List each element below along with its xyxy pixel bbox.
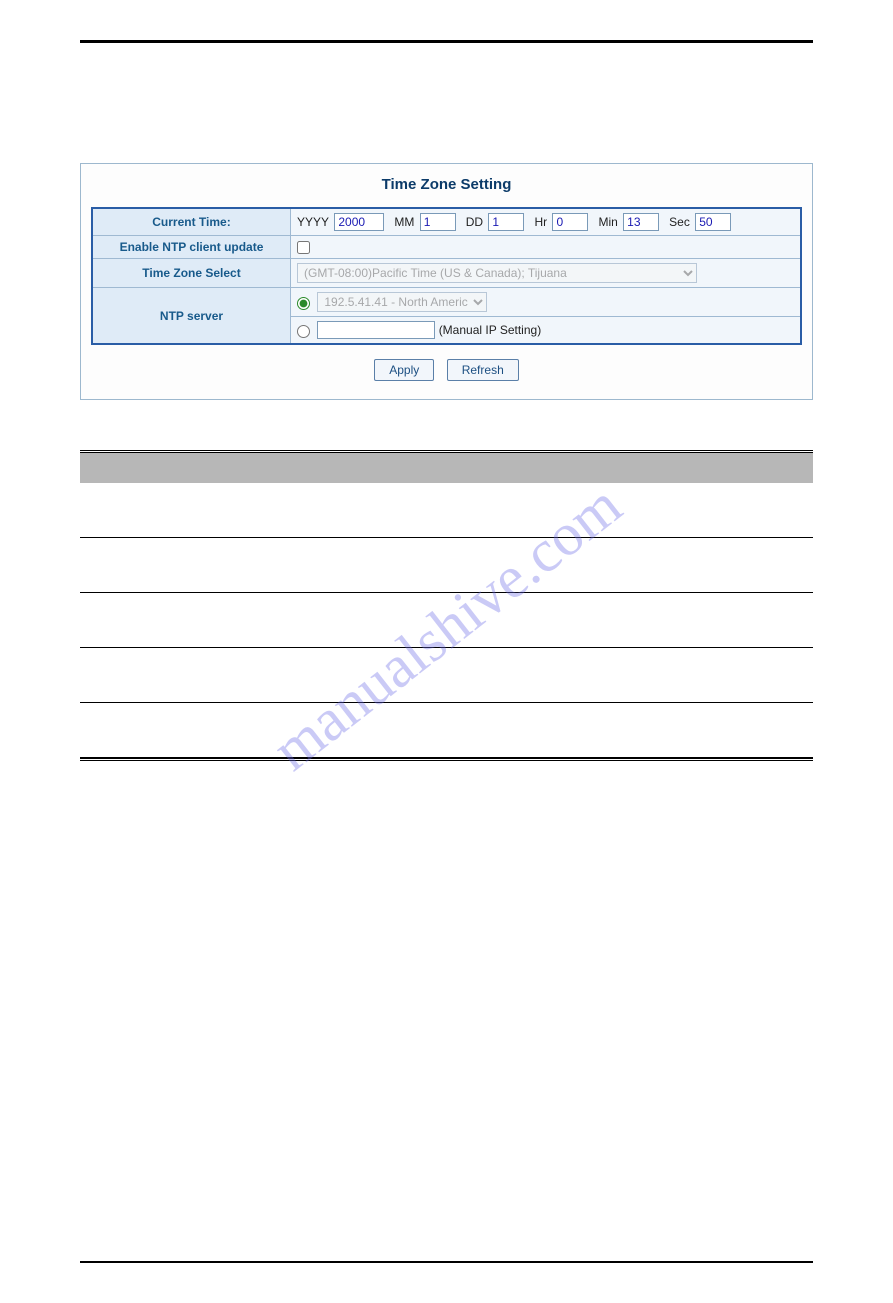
ntp-manual-input[interactable] — [317, 321, 435, 339]
ntp-preset-dropdown[interactable]: 192.5.41.41 - North America — [317, 292, 487, 312]
desc-header-row — [80, 453, 813, 483]
ntp-preset-radio[interactable] — [297, 297, 310, 310]
desc-row — [80, 703, 813, 758]
row-tz-select: Time Zone Select (GMT-08:00)Pacific Time… — [92, 259, 801, 288]
top-rule — [80, 40, 813, 43]
bottom-rule — [80, 1261, 813, 1263]
desc-row — [80, 648, 813, 703]
field-enable-ntp — [291, 236, 802, 259]
yyyy-label: YYYY — [297, 215, 329, 229]
desc-row — [80, 538, 813, 593]
row-enable-ntp: Enable NTP client update — [92, 236, 801, 259]
field-ntp-preset: 192.5.41.41 - North America — [291, 288, 802, 317]
apply-button[interactable]: Apply — [374, 359, 434, 381]
field-ntp-manual: (Manual IP Setting) — [291, 317, 802, 345]
row-ntp-server: NTP server 192.5.41.41 - North America — [92, 288, 801, 317]
desc-row — [80, 593, 813, 648]
label-ntp-server: NTP server — [92, 288, 291, 345]
tz-select-dropdown[interactable]: (GMT-08:00)Pacific Time (US & Canada); T… — [297, 263, 697, 283]
desc-header-2 — [282, 453, 813, 483]
field-tz-select: (GMT-08:00)Pacific Time (US & Canada); T… — [291, 259, 802, 288]
hr-label: Hr — [534, 215, 547, 229]
row-current-time: Current Time: YYYY MM DD Hr Min — [92, 208, 801, 236]
description-table — [80, 453, 813, 758]
label-enable-ntp: Enable NTP client update — [92, 236, 291, 259]
field-current-time: YYYY MM DD Hr Min Sec — [291, 208, 802, 236]
dd-input[interactable] — [488, 213, 524, 231]
ntp-manual-label: (Manual IP Setting) — [439, 323, 542, 337]
dd-label: DD — [466, 215, 483, 229]
button-row: Apply Refresh — [91, 359, 802, 381]
enable-ntp-checkbox[interactable] — [297, 241, 310, 254]
desc-header-1 — [80, 453, 282, 483]
hr-input[interactable] — [552, 213, 588, 231]
desc-row — [80, 483, 813, 538]
sec-label: Sec — [669, 215, 690, 229]
mm-input[interactable] — [420, 213, 456, 231]
min-label: Min — [598, 215, 617, 229]
timezone-panel: Time Zone Setting Current Time: YYYY MM … — [80, 163, 813, 400]
panel-title: Time Zone Setting — [91, 176, 802, 193]
mm-label: MM — [394, 215, 414, 229]
sec-input[interactable] — [695, 213, 731, 231]
settings-table: Current Time: YYYY MM DD Hr Min — [91, 207, 802, 345]
label-tz-select: Time Zone Select — [92, 259, 291, 288]
spacer — [80, 761, 813, 1241]
label-current-time: Current Time: — [92, 208, 291, 236]
ntp-manual-radio[interactable] — [297, 325, 310, 338]
refresh-button[interactable]: Refresh — [447, 359, 519, 381]
description-section — [80, 450, 813, 761]
min-input[interactable] — [623, 213, 659, 231]
yyyy-input[interactable] — [334, 213, 384, 231]
